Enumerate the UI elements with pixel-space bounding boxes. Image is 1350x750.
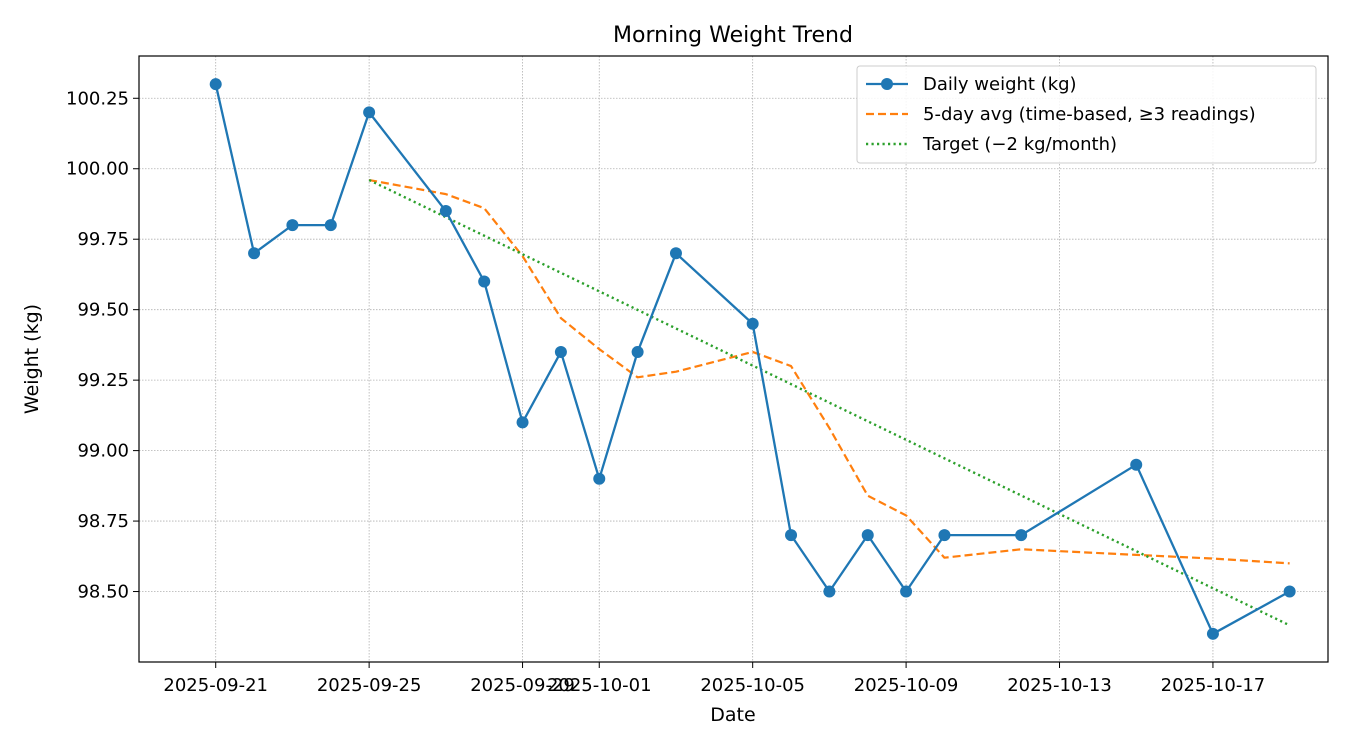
weight-point [1283, 585, 1296, 598]
weight-point [861, 529, 874, 542]
weight-point [746, 317, 759, 330]
weight-point [669, 247, 682, 260]
y-tick-label: 99.00 [77, 441, 129, 462]
weight-point [248, 247, 261, 260]
legend-box [856, 65, 1317, 164]
y-tick-label: 100.25 [66, 88, 129, 109]
y-tick-label: 100.00 [66, 159, 129, 180]
weight-point [363, 106, 376, 119]
weight-point [1015, 529, 1028, 542]
weight-point [823, 585, 836, 598]
series-layer [209, 78, 1296, 640]
x-tick-label: 2025-09-21 [163, 675, 268, 696]
weight-point [593, 472, 606, 485]
grid-layer [139, 56, 1328, 662]
legend-items: Daily weight (kg) 5-day avg (time-based, … [866, 74, 1256, 155]
legend-label-1: 5-day avg (time-based, ≥3 readings) [923, 104, 1256, 125]
x-tick-label: 2025-10-13 [1007, 675, 1112, 696]
y-tick-label: 99.25 [77, 370, 129, 391]
legend-label-0: Daily weight (kg) [923, 74, 1077, 95]
weight-point [1206, 627, 1219, 640]
weight-point [516, 416, 529, 429]
y-axis-label: Weight (kg) [21, 304, 43, 414]
series-line-0 [214, 83, 1291, 635]
weight-point [1130, 458, 1143, 471]
x-tick-label: 2025-10-01 [547, 675, 652, 696]
weight-point [900, 585, 913, 598]
legend-label-2: Target (−2 kg/month) [922, 134, 1117, 155]
weight-point [209, 78, 222, 91]
weight-point [324, 219, 337, 232]
weight-point [631, 345, 644, 358]
x-tick-label: 2025-10-17 [1161, 675, 1266, 696]
legend: Daily weight (kg) 5-day avg (time-based, … [856, 65, 1317, 164]
x-axis-ticks: 2025-09-21 2025-09-25 2025-09-292025-10-01… [163, 662, 1265, 696]
legend-marker [881, 78, 893, 90]
weight-point [554, 345, 567, 358]
weight-point [439, 205, 452, 218]
x-tick-label: 2025-10-09 [854, 675, 959, 696]
weight-point [785, 529, 798, 542]
series-line-1 [368, 178, 1290, 565]
y-axis-ticks: 98.50 98.75 99.00 99.25 99.50 99.75 100.00 100.… [66, 88, 139, 603]
weight-point [286, 219, 299, 232]
x-tick-label: 2025-09-25 [317, 675, 422, 696]
y-tick-label: 98.75 [77, 511, 129, 532]
weight-point [478, 275, 491, 288]
x-axis-label: Date [710, 704, 755, 726]
y-tick-label: 99.50 [77, 300, 129, 321]
plot-frame [138, 55, 1329, 663]
y-tick-label: 98.50 [77, 582, 129, 603]
chart-title: Morning Weight Trend [613, 23, 853, 48]
x-tick-label: 2025-09-29 [470, 675, 575, 696]
x-tick-label: 2025-10-05 [700, 675, 805, 696]
weight-point [938, 529, 951, 542]
y-tick-label: 99.75 [77, 229, 129, 250]
